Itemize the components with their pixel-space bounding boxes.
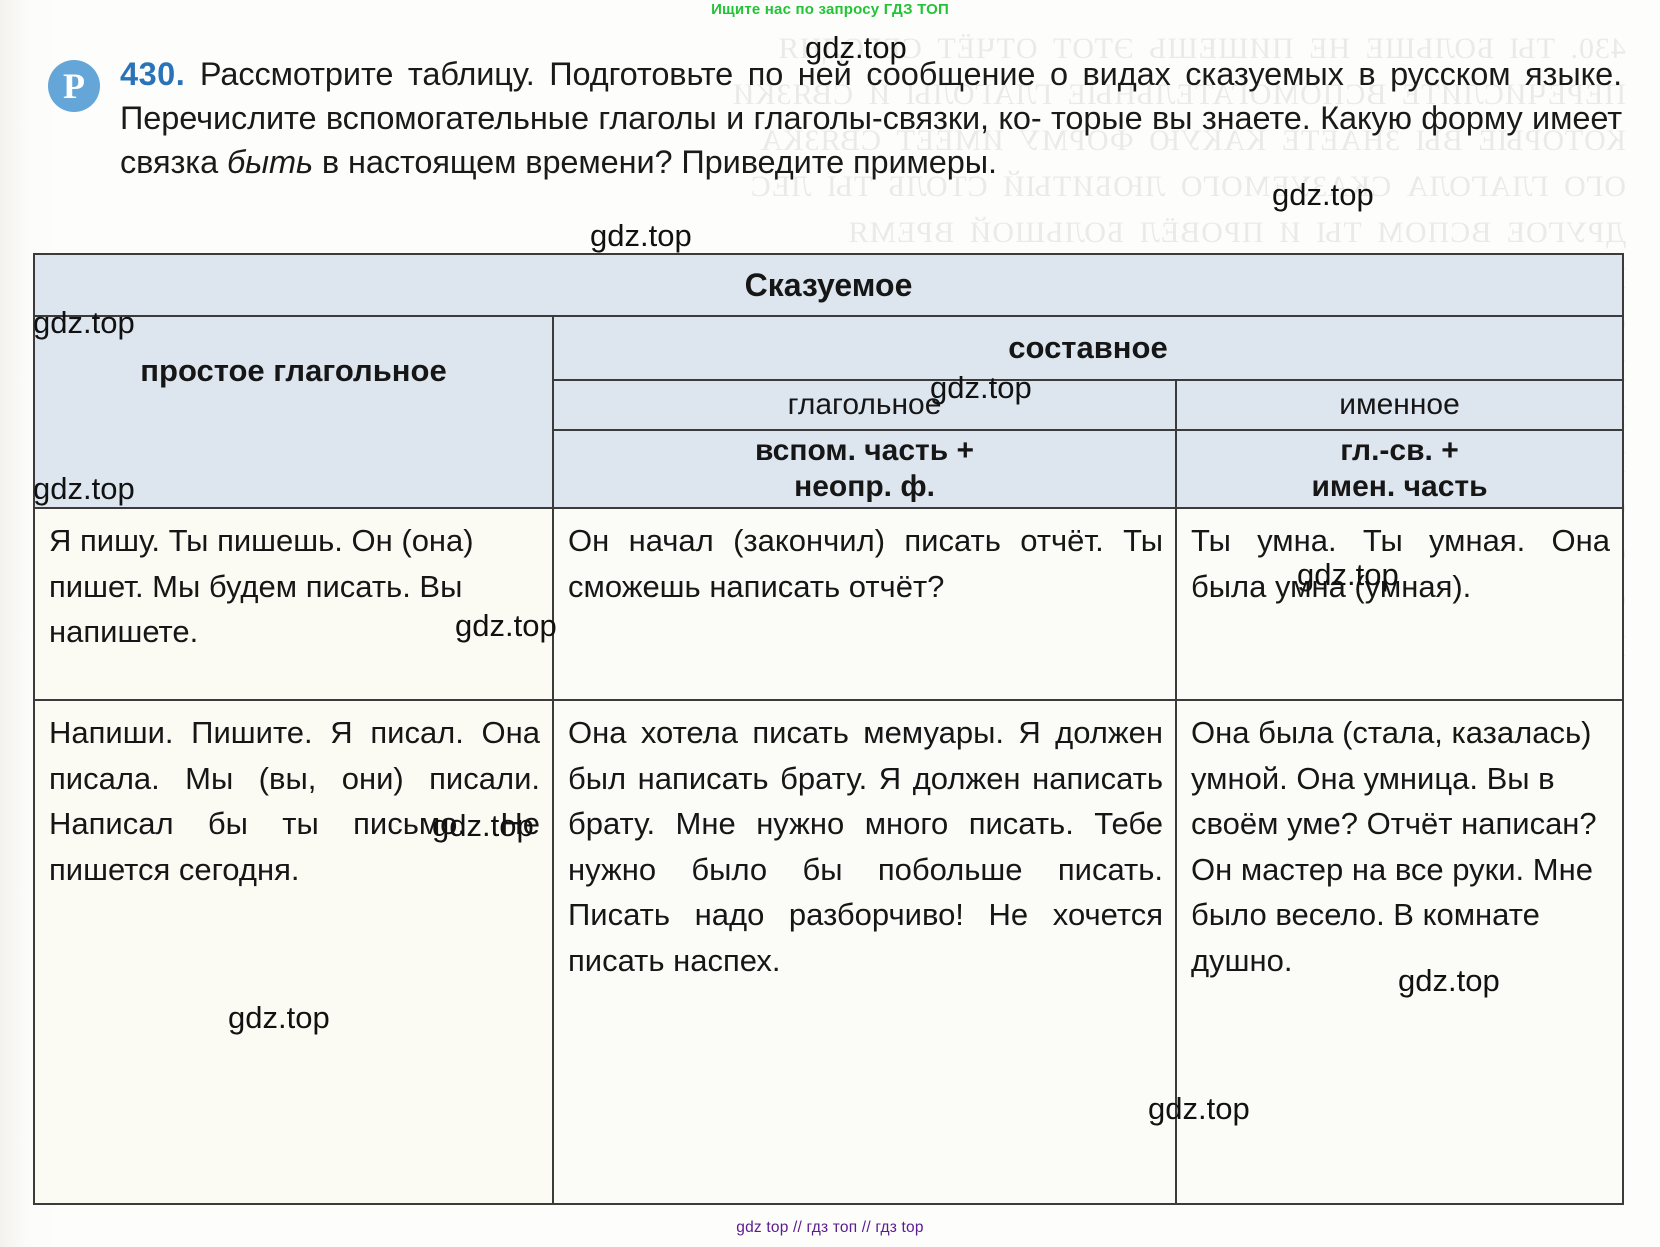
exercise-line-3a: торые вы знаете. Какую форму имеет связк… [120, 100, 1623, 180]
rule-under-header-block [35, 507, 1622, 509]
rule-under-subtypes [554, 429, 1622, 431]
exercise-line-3b: в настоящем времени? Приведите [312, 144, 845, 180]
table-row: Она хотела писать мемуары. Я должен был … [568, 715, 1163, 978]
header-compound-nominal: именное [1339, 388, 1460, 421]
exercise-line-4: примеры. [853, 144, 997, 180]
exercise-text: 430. Рассмотрите таблицу. Подготовьте по… [120, 52, 1622, 184]
formula-nominal-line1: гл.-св. + [1340, 434, 1459, 467]
rule-under-title [35, 315, 1622, 317]
exercise-number: 430. [120, 56, 186, 92]
predicate-types-table: Сказуемое простое глагольное составное г… [33, 253, 1624, 1205]
rule-between-rows [35, 699, 1622, 701]
bg-title-row [35, 255, 1622, 315]
table-row: Ты умна. Ты умная. Она была умна (умная)… [1191, 523, 1610, 604]
formula-verbal-line1: вспом. часть + [754, 434, 975, 467]
formula-verbal-line2: неопр. ф. [794, 470, 935, 503]
exercise-emphasis-byt: быть [227, 144, 313, 180]
bg-compound-nominal-header [1177, 381, 1622, 429]
bg-compound-header [554, 317, 1622, 379]
bg-formula-nominal [1177, 431, 1622, 507]
bg-compound-body [554, 509, 1622, 1203]
rule-col-simple-compound [552, 315, 554, 1203]
rule-under-compound [554, 379, 1622, 381]
formula-nominal-line2: имен. часть [1311, 470, 1488, 503]
promo-banner-top: Ищите нас по запросу ГДЗ ТОП [711, 1, 949, 18]
table-row: Я пишу. Ты пишешь. Он (она) пишет. Мы бу… [49, 523, 474, 649]
header-compound: составное [1008, 330, 1168, 365]
header-compound-verbal: глагольное [787, 388, 942, 421]
bg-compound-verbal-header [554, 381, 1175, 429]
table-row: Она была (стала, казалась) умной. Она ум… [1191, 715, 1597, 978]
table-title: Сказуемое [744, 266, 913, 303]
bg-formula-verbal [554, 431, 1175, 507]
exercise-line-2: в русском языке. Перечислите вспомогател… [120, 56, 1623, 136]
table-row: Он начал (закончил) писать отчёт. Ты смо… [568, 523, 1163, 604]
bg-simple-body [35, 509, 552, 1203]
promo-banner-bottom: gdz top // гдз топ // гдз top [736, 1219, 924, 1236]
speaking-task-badge: Р [48, 60, 100, 112]
exercise-line-1: Рассмотрите таблицу. Подготовьте по ней … [199, 56, 1344, 92]
table-row: Напиши. Пишите. Я писал. Она писала. Мы … [49, 715, 540, 887]
exercise-block: Р 430. Рассмотрите таблицу. Подготовьте … [40, 52, 1622, 184]
header-simple-verbal: простое глагольное [140, 353, 447, 388]
bg-simple-header [35, 317, 552, 507]
rule-col-verbal-nominal [1175, 379, 1177, 1203]
